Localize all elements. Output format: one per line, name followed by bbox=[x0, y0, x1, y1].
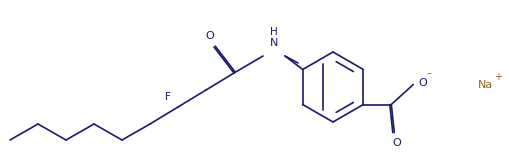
Text: O: O bbox=[418, 77, 427, 88]
Text: O: O bbox=[392, 138, 401, 148]
Text: O: O bbox=[206, 31, 214, 41]
Text: Na: Na bbox=[478, 80, 493, 90]
Text: H: H bbox=[270, 27, 278, 37]
Text: F: F bbox=[165, 92, 171, 102]
Text: N: N bbox=[270, 38, 278, 48]
Text: +: + bbox=[494, 72, 502, 82]
Text: ⁻: ⁻ bbox=[427, 72, 432, 82]
